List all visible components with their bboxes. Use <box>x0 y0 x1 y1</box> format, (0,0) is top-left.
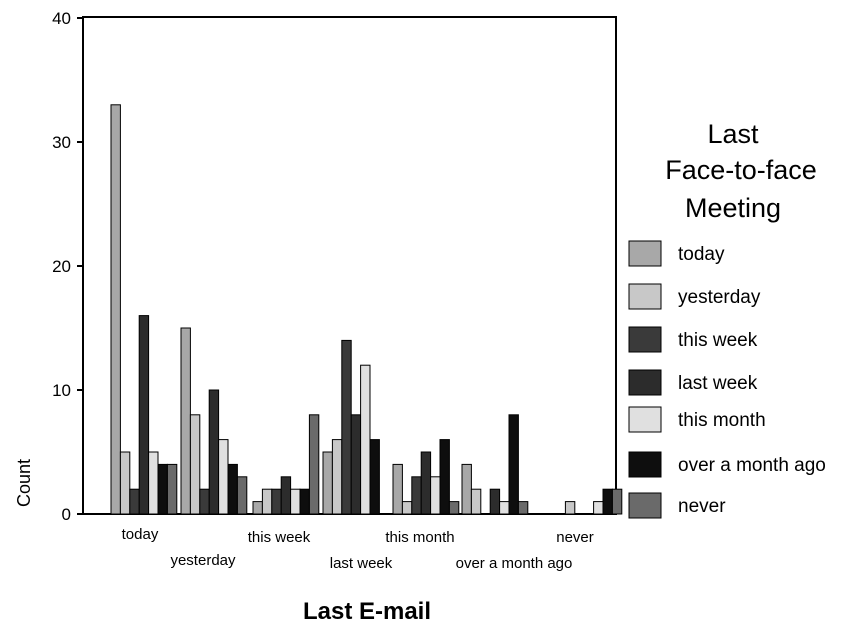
bar <box>218 439 229 515</box>
bar <box>360 364 371 515</box>
y-tick-label: 40 <box>52 9 71 28</box>
bar <box>290 488 301 515</box>
bar <box>189 414 201 515</box>
bar <box>199 488 210 515</box>
bar <box>593 501 604 515</box>
legend-swatch <box>628 451 662 478</box>
bar <box>236 476 248 515</box>
legend-swatch <box>628 369 662 396</box>
bar <box>401 501 413 515</box>
bar <box>261 488 273 515</box>
legend: Last Face-to-face Meeting today yesterday… <box>628 119 826 519</box>
bar <box>470 488 482 515</box>
bar <box>430 476 441 515</box>
bar <box>129 488 140 515</box>
legend-swatch <box>628 406 662 433</box>
bar <box>299 488 310 515</box>
bar <box>280 476 292 515</box>
bar <box>602 488 613 515</box>
bar <box>564 501 576 515</box>
y-tick-label: 10 <box>52 381 71 400</box>
legend-label: never <box>678 496 726 517</box>
bar <box>611 488 623 515</box>
bar <box>227 463 238 515</box>
legend-title-line-3: Meeting <box>685 193 781 223</box>
bar <box>461 463 472 515</box>
bar <box>119 451 131 515</box>
legend-label: over a month ago <box>678 455 826 476</box>
legend-label: this week <box>678 330 758 351</box>
x-category-label: this week <box>248 529 311 546</box>
x-category-label: over a month ago <box>456 555 573 572</box>
bar <box>331 439 343 515</box>
legend-title-line-2: Face-to-face <box>665 155 817 185</box>
bar <box>308 414 320 515</box>
bar <box>110 104 121 515</box>
legend-label: this month <box>678 410 766 431</box>
bar <box>138 315 150 515</box>
y-axis-ticks: 0 10 20 30 40 <box>52 9 83 524</box>
bar <box>369 439 380 515</box>
bar <box>350 414 362 515</box>
y-tick-label: 20 <box>52 257 71 276</box>
legend-title-line-1: Last <box>707 119 759 149</box>
x-category-label: never <box>556 529 594 546</box>
legend-label: last week <box>678 373 758 394</box>
y-axis-title: Count <box>14 459 34 507</box>
plot-area: 0 10 20 30 40 today yesterday this week last we… <box>52 9 623 572</box>
bar <box>148 451 159 515</box>
x-axis-title: Last E-mail <box>303 598 431 625</box>
bar <box>252 501 263 515</box>
bar <box>420 451 432 515</box>
y-tick-label: 0 <box>62 505 71 524</box>
legend-swatch <box>628 283 662 310</box>
legend-label: yesterday <box>678 287 761 308</box>
bar <box>341 339 352 515</box>
x-category-label: today <box>122 526 159 543</box>
x-category-label: this month <box>385 529 454 546</box>
bar <box>208 389 220 515</box>
legend-swatch <box>628 240 662 267</box>
bar <box>271 488 282 515</box>
bar <box>508 414 519 515</box>
bar <box>517 501 529 515</box>
bar <box>411 476 422 515</box>
bar <box>392 463 403 515</box>
bars <box>110 104 623 515</box>
legend-swatch <box>628 326 662 353</box>
legend-swatch <box>628 492 662 519</box>
legend-items: today yesterday this week last week this mon… <box>628 240 826 519</box>
x-category-label: yesterday <box>170 552 236 569</box>
bar <box>439 439 450 515</box>
bar <box>448 501 460 515</box>
x-category-label: last week <box>330 555 393 572</box>
bar <box>322 451 333 515</box>
y-tick-label: 30 <box>52 133 71 152</box>
bar <box>499 501 510 515</box>
legend-label: today <box>678 244 725 265</box>
bar <box>489 488 501 515</box>
bar <box>166 463 178 515</box>
bar <box>180 327 191 515</box>
x-axis-category-labels: today yesterday this week last week this mon… <box>122 526 594 572</box>
bar <box>157 463 168 515</box>
